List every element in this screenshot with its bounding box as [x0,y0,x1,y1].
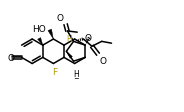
Polygon shape [66,52,72,59]
Text: HO: HO [32,25,46,34]
Text: F: F [52,68,57,77]
Polygon shape [48,30,53,40]
Text: H̲: H̲ [74,69,79,78]
Text: O: O [7,53,14,62]
Polygon shape [38,38,43,46]
Text: O: O [84,33,91,42]
Text: H: H [66,35,72,44]
Text: O: O [57,14,64,23]
Text: O: O [100,57,107,66]
